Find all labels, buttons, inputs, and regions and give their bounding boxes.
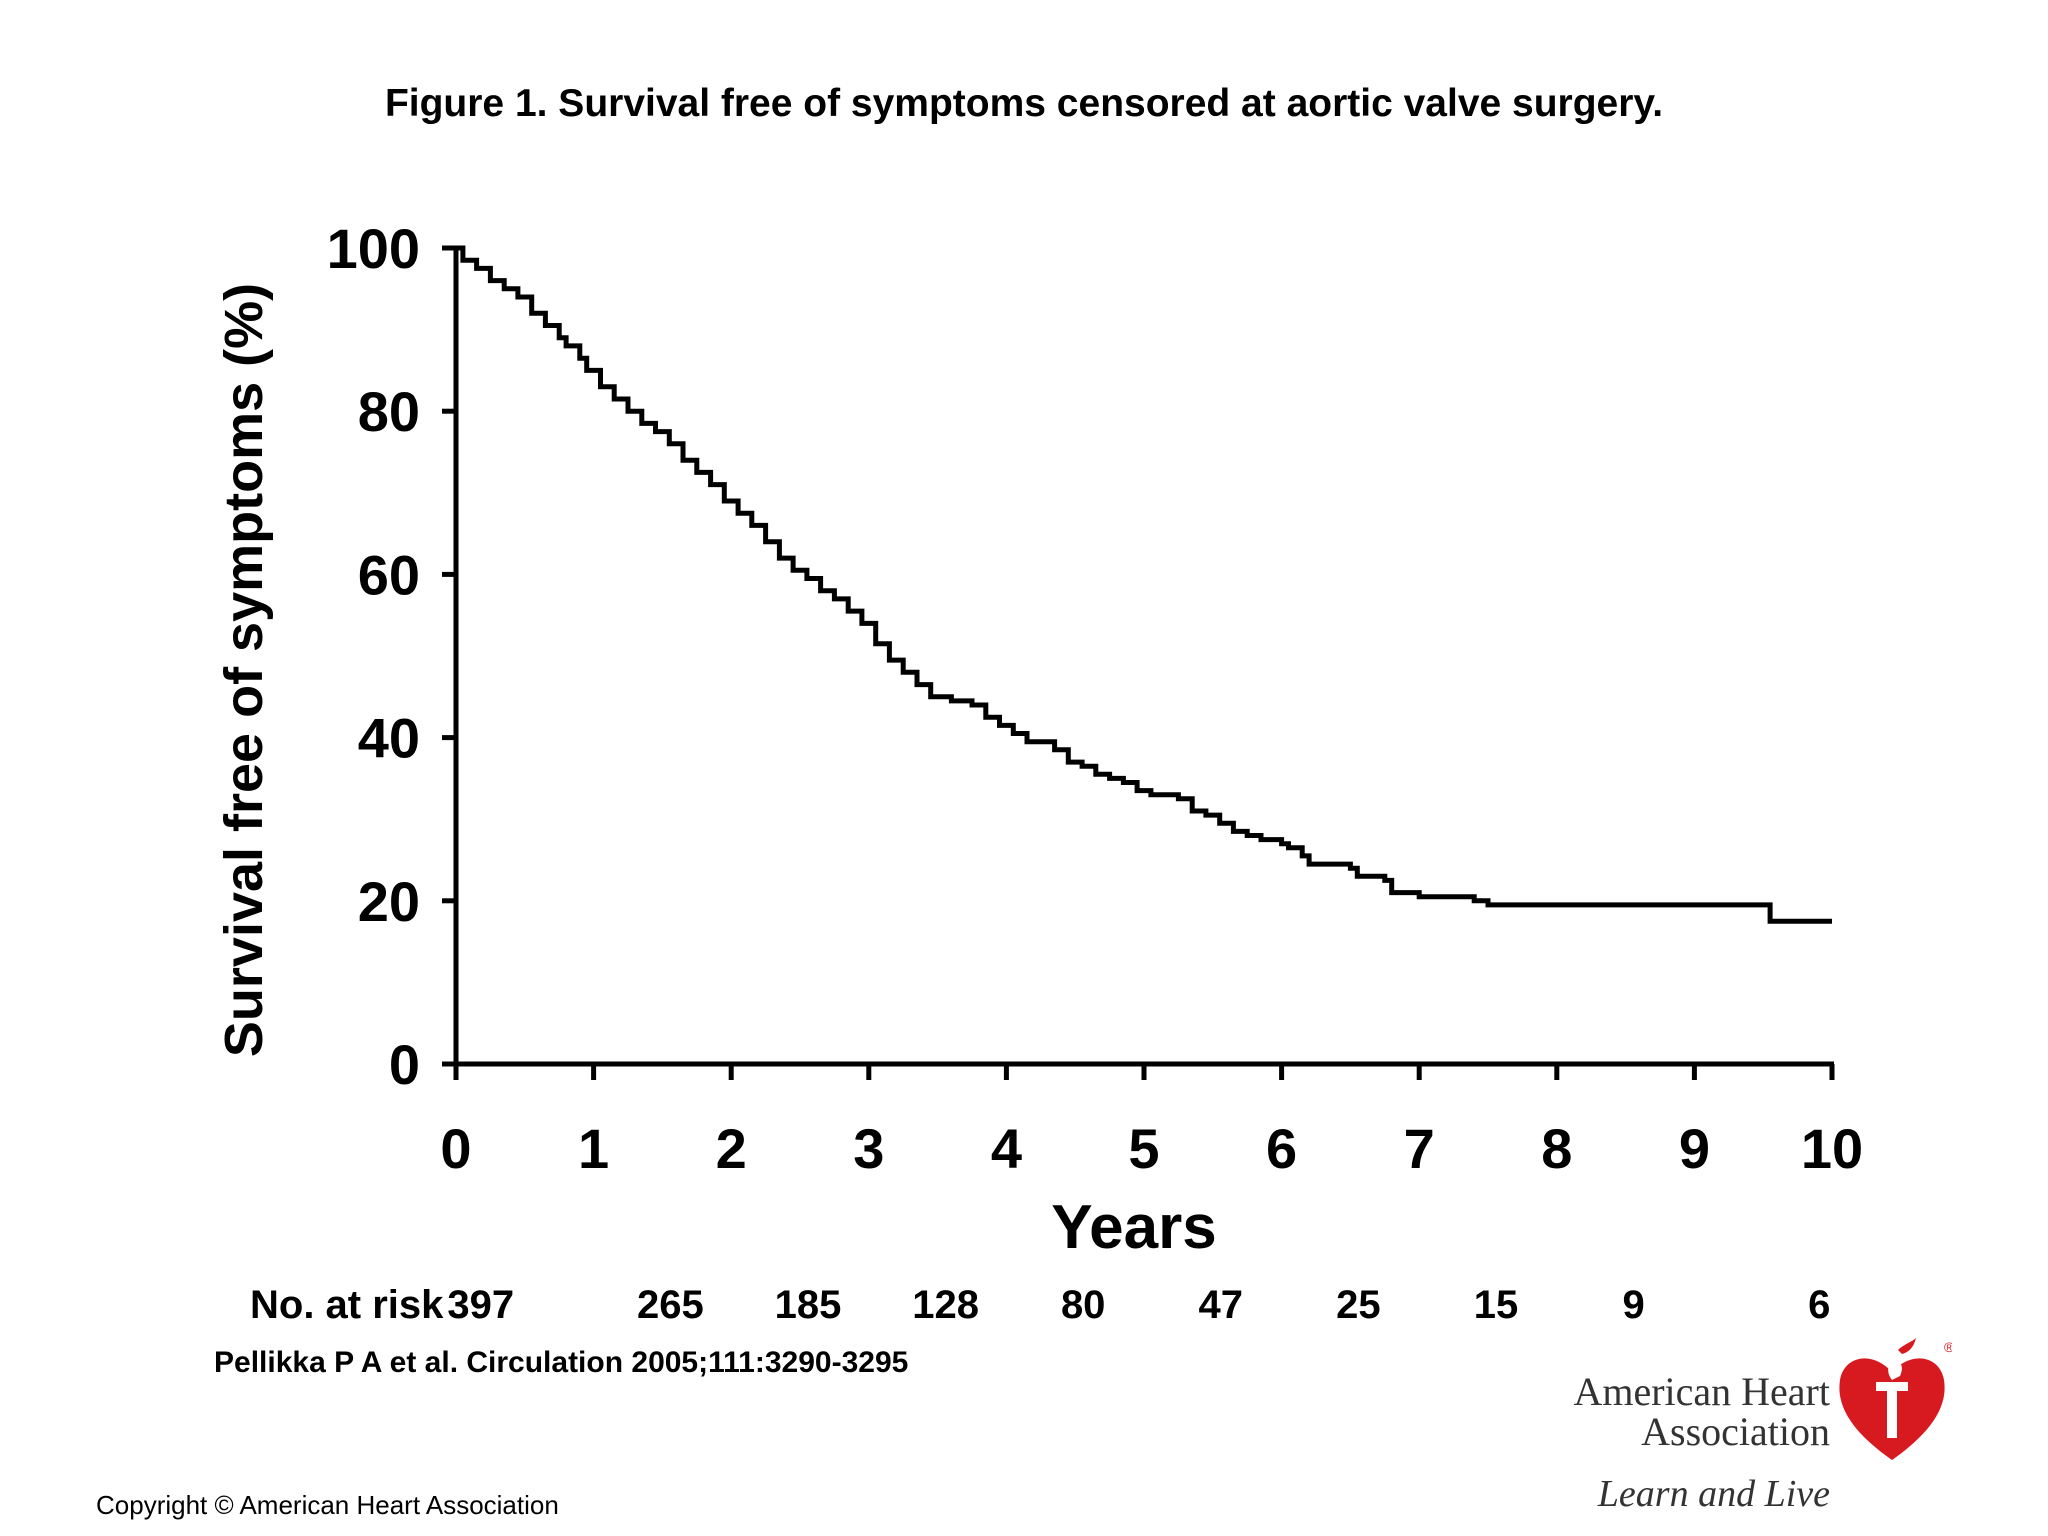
at-risk-value: 128 [912, 1283, 979, 1327]
x-tick-label: 3 [853, 1117, 884, 1180]
y-tick-label: 100 [327, 217, 420, 280]
x-tick-label: 2 [716, 1117, 747, 1180]
at-risk-value: 15 [1474, 1283, 1519, 1327]
logo-line1: American Heart [1573, 1369, 1830, 1414]
slide-title: Figure 1. Survival free of symptoms cens… [384, 82, 1664, 125]
aha-logo: American Heart Association Learn and Liv… [1540, 1336, 1960, 1516]
copyright: Copyright © American Heart Association [96, 1490, 559, 1520]
citation: Pellikka P A et al. Circulation 2005;111… [214, 1346, 909, 1379]
at-risk-value: 47 [1199, 1283, 1244, 1327]
at-risk-value: 265 [637, 1283, 704, 1327]
registered-mark: ® [1944, 1339, 1952, 1355]
logo-line2: Association [1641, 1409, 1830, 1454]
x-tick-label: 6 [1266, 1117, 1297, 1180]
y-tick-label: 40 [358, 707, 420, 770]
x-tick-label: 7 [1404, 1117, 1435, 1180]
x-ticks: 0 1 2 3 4 5 6 7 8 9 10 [440, 1064, 1863, 1180]
y-axis-title: Survival free of symptoms (%) [214, 283, 274, 1057]
x-tick-label: 8 [1541, 1117, 1572, 1180]
at-risk-value: 9 [1622, 1283, 1644, 1327]
x-tick-label: 9 [1679, 1117, 1710, 1180]
x-tick-label: 4 [991, 1117, 1022, 1180]
x-tick-label: 0 [440, 1117, 471, 1180]
y-tick-label: 60 [358, 543, 420, 606]
x-axis-title: Years [1051, 1193, 1217, 1262]
y-ticks: 0 20 40 60 80 100 [327, 217, 456, 1096]
y-tick-label: 0 [389, 1033, 420, 1096]
at-risk-value: 6 [1808, 1283, 1830, 1327]
at-risk-label: No. at risk [250, 1283, 444, 1327]
at-risk-value: 397 [447, 1283, 514, 1327]
heart-torch-icon: ® [1839, 1338, 1952, 1460]
at-risk-value: 185 [775, 1283, 842, 1327]
x-tick-label: 5 [1128, 1117, 1159, 1180]
y-tick-label: 80 [358, 380, 420, 443]
at-risk-value: 25 [1336, 1283, 1381, 1327]
x-tick-label: 10 [1801, 1117, 1863, 1180]
x-tick-label: 1 [578, 1117, 609, 1180]
y-tick-label: 20 [358, 870, 420, 933]
at-risk-values: 397 265 185 128 80 47 25 15 9 6 [447, 1283, 1830, 1327]
logo-tagline: Learn and Live [1597, 1473, 1830, 1515]
survival-curve [456, 245, 1832, 924]
axes [453, 246, 1834, 1067]
at-risk-value: 80 [1061, 1283, 1106, 1327]
